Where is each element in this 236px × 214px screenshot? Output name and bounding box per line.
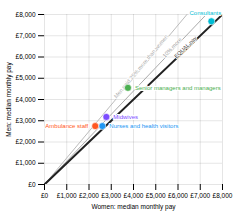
svg-text:£2,000: £2,000 (79, 192, 99, 199)
svg-text:£7,000: £7,000 (16, 32, 36, 39)
svg-text:£8,000: £8,000 (16, 11, 36, 18)
svg-text:Men paid 25% more than women: Men paid 25% more than women (112, 33, 170, 100)
svg-text:£3,000: £3,000 (16, 117, 36, 124)
svg-text:Women: median monthly pay: Women: median monthly pay (91, 203, 176, 211)
svg-text:£0: £0 (28, 181, 36, 188)
svg-text:Nurses and health visitors: Nurses and health visitors (109, 123, 178, 129)
svg-text:£8,000: £8,000 (213, 192, 233, 199)
svg-text:£1,000: £1,000 (57, 192, 77, 199)
svg-text:£7,000: £7,000 (190, 192, 210, 199)
svg-text:£4,000: £4,000 (124, 192, 144, 199)
svg-text:Midwives: Midwives (113, 114, 138, 120)
svg-text:£4,000: £4,000 (16, 96, 36, 103)
svg-text:Senior managers and managers: Senior managers and managers (135, 85, 221, 91)
svg-text:£6,000: £6,000 (16, 53, 36, 60)
svg-text:Consultants: Consultants (190, 10, 222, 16)
svg-text:£2,000: £2,000 (16, 138, 36, 145)
svg-text:Men: median monthly pay: Men: median monthly pay (5, 62, 13, 137)
svg-text:£3,000: £3,000 (101, 192, 121, 199)
svg-text:£1,000: £1,000 (16, 159, 36, 166)
svg-text:EQUAL pay: EQUAL pay (173, 35, 198, 59)
svg-text:£5,000: £5,000 (146, 192, 166, 199)
svg-text:£0: £0 (41, 192, 49, 199)
svg-text:£6,000: £6,000 (168, 192, 188, 199)
svg-text:10% more: 10% more (161, 36, 183, 59)
svg-text:£5,000: £5,000 (16, 74, 36, 81)
svg-text:Ambulance staff: Ambulance staff (45, 123, 88, 129)
